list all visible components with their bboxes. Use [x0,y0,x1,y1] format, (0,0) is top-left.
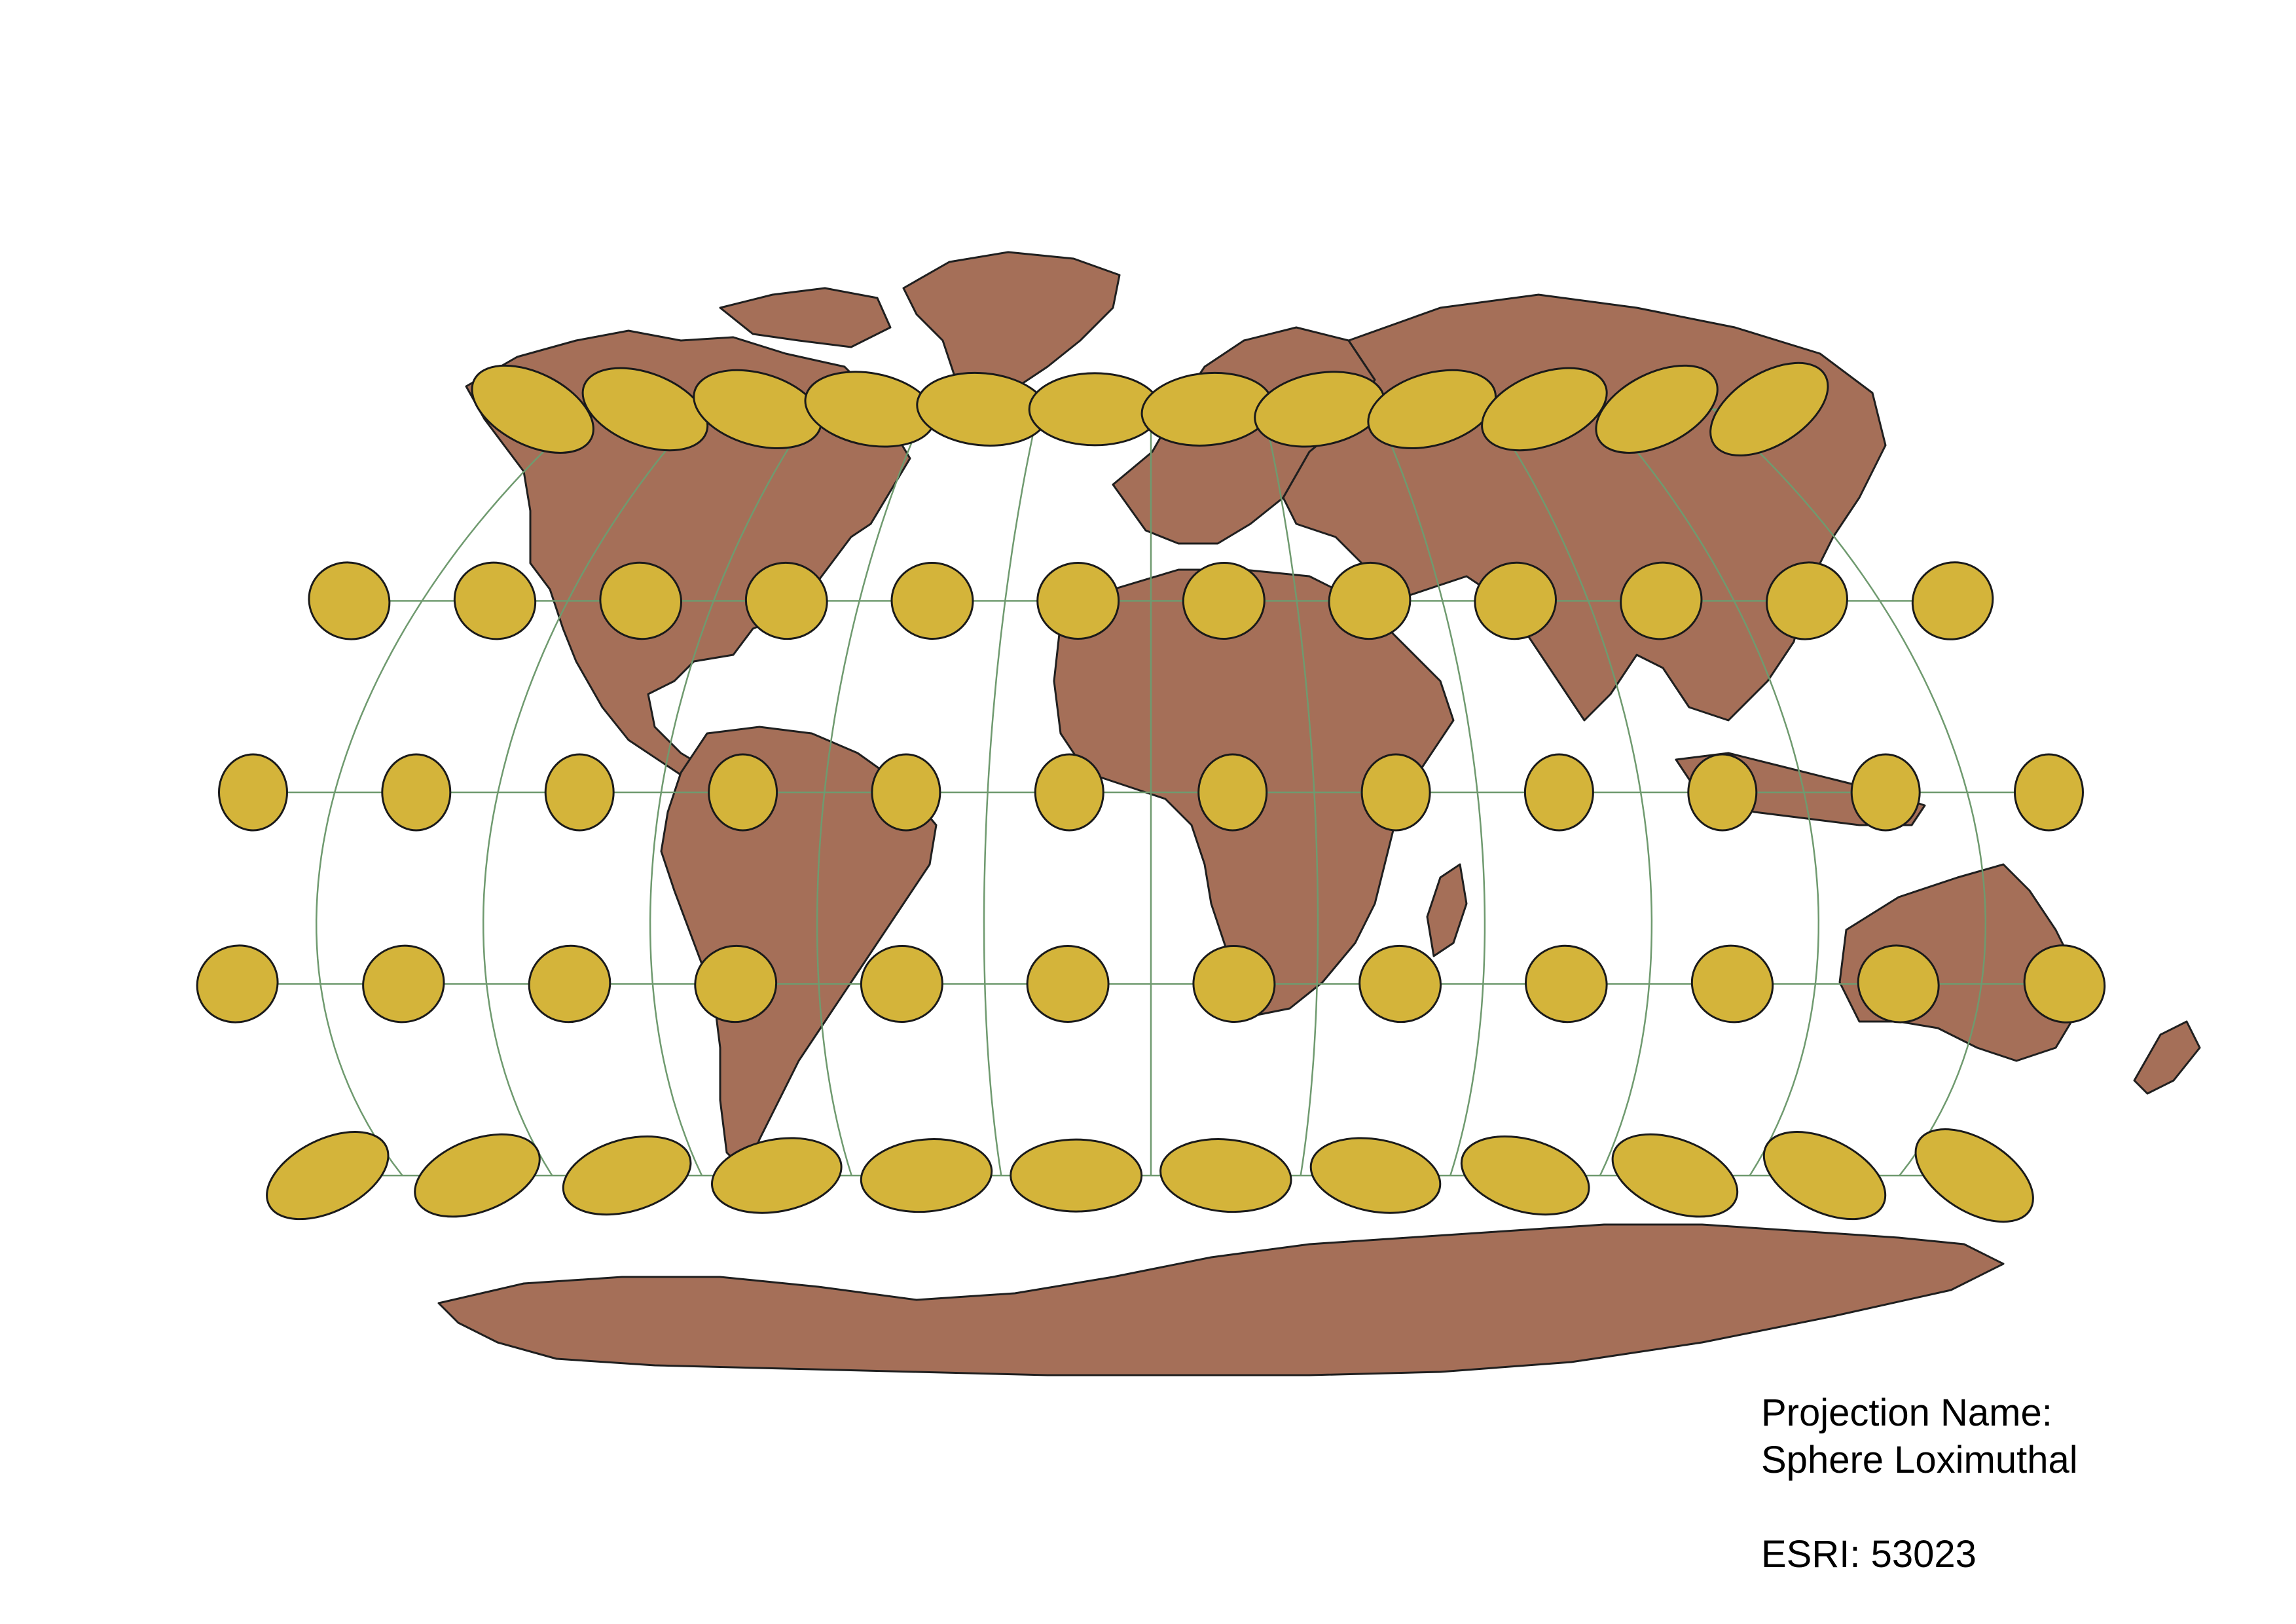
tissot-ellipse [581,367,709,452]
tissot-ellipse [1762,1131,1887,1221]
land-arctic-islands [719,287,892,348]
projection-legend: Projection Name: Sphere Loximuthal ESRI:… [1761,1390,2078,1578]
tissot-ellipse [1850,753,1921,832]
tissot-ellipse [1460,1135,1590,1216]
tissot-ellipse [744,561,828,640]
tissot-ellipse [1036,562,1120,640]
tissot-ellipse [562,1135,692,1216]
tissot-ellipse [218,753,288,832]
tissot-ellipse [860,944,943,1024]
tissot-ellipse [1620,561,1703,640]
tissot-ellipse [1687,753,1758,832]
land-new-zealand [2133,1020,2201,1095]
tissot-ellipse [1524,944,1608,1024]
tissot-ellipse [1911,561,1994,640]
meridian-line [1599,409,1820,1176]
tissot-ellipse [362,944,445,1024]
meridian-line [482,409,702,1176]
tissot-ellipse [890,561,974,640]
tissot-ellipse [860,1138,993,1213]
projection-name: Sphere Loximuthal [1761,1439,2078,1481]
land-madagascar [1426,863,1468,957]
tissot-ellipse [453,561,537,640]
tissot-ellipse [1192,944,1276,1024]
tissot-ellipse [1010,1138,1143,1213]
meridian-line [315,408,590,1176]
tissot-ellipse [1358,944,1442,1024]
tissot-ellipse [1857,944,1940,1024]
tissot-ellipse [694,944,778,1024]
projection-label: Projection Name: [1761,1392,2052,1434]
esri-code: ESRI: 53023 [1761,1533,1977,1576]
tissot-ellipse [1360,753,1431,832]
tissot-ellipse [599,561,683,640]
tissot-ellipse [544,753,615,832]
tissot-ellipse [1766,561,1848,640]
meridian-line [983,409,1040,1176]
meridian-line [1487,409,1653,1176]
meridian-line [1375,409,1486,1176]
tissot-ellipse [708,753,778,832]
tissot-ellipse [1197,753,1268,832]
tissot-ellipse [2023,944,2106,1024]
tissot-ellipse [1481,367,1608,452]
meridian-line [1262,409,1319,1176]
land-antarctica [437,1223,2005,1376]
tissot-ellipse [871,753,941,832]
tissot-ellipse [1690,944,1774,1024]
tissot-ellipse [528,944,611,1024]
meridian-line [1712,408,1987,1176]
meridian-line [816,409,927,1176]
tissot-ellipse [414,1133,541,1218]
tissot-ellipse [2014,753,2084,832]
tissot-ellipse [1367,369,1497,450]
tissot-ellipse [1309,1137,1442,1214]
tissot-ellipse [1611,1133,1739,1218]
tissot-ellipse [711,1137,843,1214]
tissot-ellipse [1026,945,1110,1023]
tissot-ellipse [1182,561,1266,640]
tissot-ellipse [308,561,391,640]
tissot-ellipse [1474,561,1558,640]
tissot-ellipse [1028,372,1161,447]
tissot-indicatrices [196,361,2106,1223]
tissot-ellipse [196,944,279,1024]
tissot-ellipse [1034,753,1104,832]
tissot-ellipse [1159,1138,1292,1213]
tissot-ellipse [1328,561,1412,640]
land-greenland [902,251,1121,407]
tissot-ellipse [471,364,594,454]
tissot-ellipse [1709,361,1829,456]
tissot-ellipse [1914,1128,2034,1223]
meridian-line [649,409,814,1176]
tissot-ellipse [381,753,452,832]
tissot-ellipse [1523,753,1594,832]
tissot-ellipse [1595,364,1719,454]
tissot-ellipse [266,1131,390,1221]
